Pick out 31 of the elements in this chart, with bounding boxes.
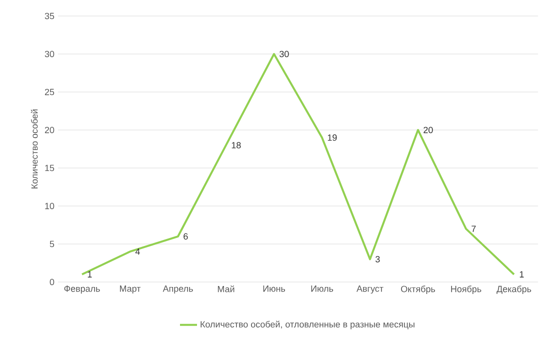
data-label: 19: [328, 134, 337, 141]
data-label: 7: [472, 226, 476, 232]
y-tick-label: 5: [50, 240, 54, 248]
x-tick-label: Декабрь: [496, 286, 532, 294]
y-tick-label: 15: [45, 164, 54, 172]
y-tick-label: 25: [44, 88, 54, 96]
data-label: 20: [424, 126, 433, 134]
data-label: 18: [232, 142, 241, 148]
data-label: 1: [520, 271, 524, 278]
x-tick-label: Ноябрь: [451, 286, 482, 294]
data-label: 3: [376, 256, 380, 262]
x-tick-label: Март: [120, 286, 141, 294]
line-series: [81, 52, 516, 276]
y-axis-title: Количество особей: [30, 110, 38, 188]
x-tick-label: Июль: [311, 286, 334, 292]
x-tick-label: Февраль: [64, 286, 100, 294]
y-tick-label: 0: [50, 278, 54, 286]
x-tick-label: Август: [356, 286, 384, 294]
y-tick-label: 20: [44, 126, 54, 134]
x-tick-label: Апрель: [162, 286, 193, 294]
data-label: 30: [280, 50, 289, 58]
x-tick-label: Июнь: [263, 286, 286, 292]
y-tick-label: 10: [45, 202, 54, 210]
data-label: 6: [184, 233, 188, 240]
y-tick-label: 30: [44, 50, 54, 58]
x-tick-label: Октябрь: [401, 286, 436, 294]
y-tick-label: 35: [44, 12, 54, 20]
x-tick-label: Май: [218, 286, 234, 292]
legend-label: Количество особей, отловленные в разные месяцы: [200, 320, 414, 330]
data-label: 1: [88, 271, 92, 278]
data-label: 4: [135, 248, 140, 255]
